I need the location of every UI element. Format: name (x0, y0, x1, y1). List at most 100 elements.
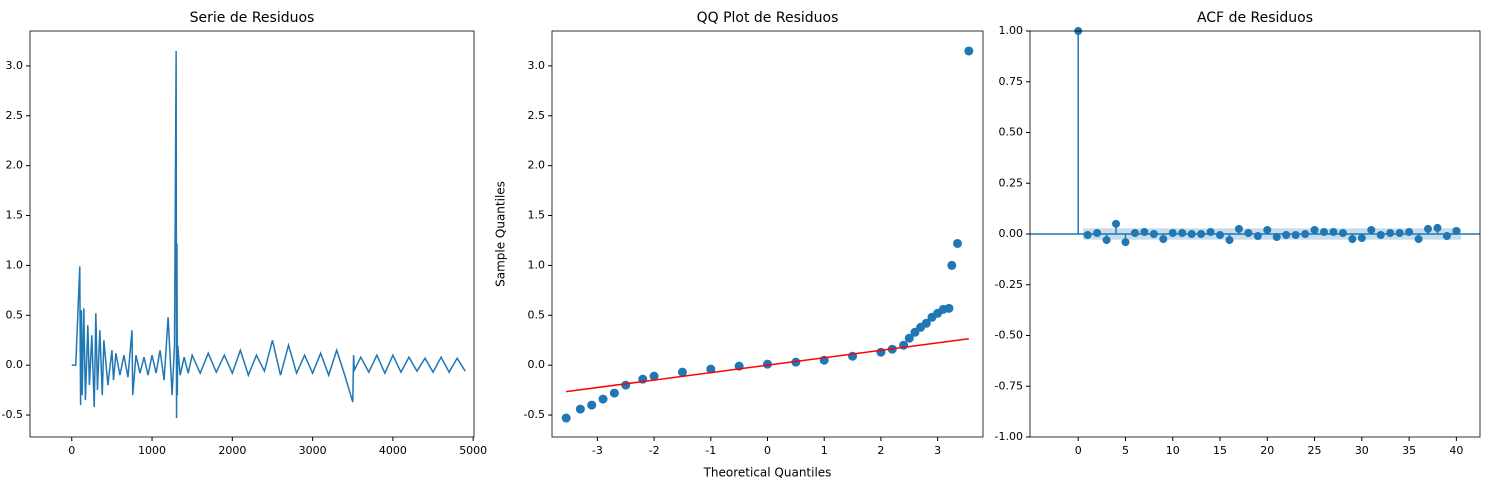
y-tick-label: 2.5 (528, 109, 546, 122)
stem-marker (1263, 225, 1272, 234)
x-tick-label: 0 (68, 444, 75, 457)
stem-marker (1112, 219, 1121, 228)
line (566, 337, 969, 393)
x-tick-label: 30 (1355, 444, 1369, 457)
plot-area (71, 50, 466, 419)
point (947, 260, 957, 270)
x-tick-label: 25 (1308, 444, 1322, 457)
y-tick-label: 0.0 (6, 358, 24, 371)
point (598, 394, 608, 404)
axes-frame (29, 30, 475, 438)
y-tick-label: -0.50 (995, 329, 1023, 342)
stem-marker (1310, 225, 1319, 234)
x-tick-label: -1 (705, 444, 716, 457)
stem-marker (1206, 227, 1215, 236)
y-tick-label: 3.0 (6, 59, 24, 72)
line (71, 50, 466, 419)
stem-marker (1414, 235, 1423, 244)
x-tick-label: 3 (934, 444, 941, 457)
stem-marker (1234, 224, 1243, 233)
x-axis-label: Theoretical Quantiles (703, 466, 832, 480)
y-tick-label: 0.5 (528, 308, 546, 321)
y-tick-label: -1.00 (995, 430, 1023, 443)
point (609, 388, 619, 398)
y-tick-label: 1.5 (528, 209, 546, 222)
point (763, 359, 772, 369)
stem-marker (1291, 231, 1300, 240)
stem-marker (1140, 227, 1149, 236)
axes-frame (1029, 30, 1481, 438)
point (964, 46, 974, 56)
point (649, 371, 659, 381)
stem-marker (1386, 228, 1395, 237)
subplot: 0 5 10 15 20 25 30 35 40 -1.00 -0.75 -0.50 -0.25 0.00… (995, 10, 1481, 457)
chart-title: ACF de Residuos (1197, 10, 1313, 26)
x-tick-label: 5000 (459, 444, 487, 457)
y-tick-label: 1.0 (6, 258, 24, 271)
y-tick-label: -0.5 (524, 408, 545, 421)
y-tick-label: 2.5 (6, 109, 24, 122)
point (904, 333, 914, 343)
y-tick-label: -0.25 (995, 278, 1023, 291)
point (876, 347, 886, 357)
y-tick-label: 0.75 (999, 75, 1024, 88)
x-tick-label: 1000 (138, 444, 166, 457)
y-tick-label: -0.75 (995, 379, 1023, 392)
point (706, 364, 716, 374)
stem-marker (1130, 228, 1139, 237)
stem-marker (1338, 228, 1347, 237)
stem-marker (1197, 230, 1206, 238)
y-tick-label: 0.25 (999, 176, 1024, 189)
stem-marker (1395, 228, 1404, 237)
y-tick-label: 0.00 (999, 227, 1024, 240)
plot-area (1030, 27, 1480, 247)
y-tick-label: 1.00 (999, 24, 1024, 37)
stem-marker (1159, 235, 1168, 244)
stem-marker (1187, 230, 1196, 238)
stem-marker (1244, 228, 1253, 237)
y-tick-label: -0.5 (2, 408, 23, 421)
y-tick-label: 1.0 (528, 258, 546, 271)
x-tick-label: 0 (1075, 444, 1082, 457)
x-tick-label: -2 (649, 444, 660, 457)
plot-area (561, 46, 974, 423)
point (952, 238, 962, 248)
y-tick-label: 1.5 (6, 209, 24, 222)
x-tick-label: 20 (1260, 444, 1274, 457)
stem-marker (1168, 228, 1177, 237)
chart-title: QQ Plot de Residuos (697, 10, 839, 26)
x-tick-label: 5 (1122, 444, 1129, 457)
x-tick-label: 15 (1213, 444, 1227, 457)
stem-marker (1348, 235, 1357, 244)
y-tick-label: 0.50 (999, 126, 1024, 139)
stem-marker (1376, 231, 1385, 240)
stem-marker (1178, 228, 1187, 237)
stem-marker (1225, 236, 1234, 245)
point (621, 380, 631, 390)
stem-marker (1442, 232, 1451, 241)
point (921, 318, 931, 328)
y-tick-label: 2.0 (528, 159, 546, 172)
stem-marker (1272, 233, 1281, 242)
x-tick-label: 10 (1166, 444, 1180, 457)
stem-marker (1301, 230, 1310, 238)
x-tick-label: 0 (764, 444, 771, 457)
stem-marker (1253, 232, 1262, 241)
stem-marker (1093, 228, 1102, 237)
y-tick-label: 2.0 (6, 159, 24, 172)
stem-marker (1083, 231, 1092, 240)
stem-marker (1452, 226, 1461, 235)
point (575, 404, 585, 414)
x-tick-label: 1 (821, 444, 828, 457)
x-tick-label: 40 (1449, 444, 1463, 457)
stem-marker (1367, 225, 1376, 234)
subplot: 0 1000 2000 3000 4000 5000 -0.5 0.0 0.5 1.0 1.5 2.0… (2, 10, 488, 457)
x-tick-label: 2000 (218, 444, 246, 457)
point (944, 303, 954, 313)
stem-marker (1216, 231, 1225, 240)
stem-marker (1433, 223, 1442, 232)
x-tick-label: 3000 (299, 444, 327, 457)
y-axis-label: Sample Quantiles (494, 181, 508, 287)
stem-marker (1405, 227, 1414, 236)
stem-marker (1329, 227, 1338, 236)
